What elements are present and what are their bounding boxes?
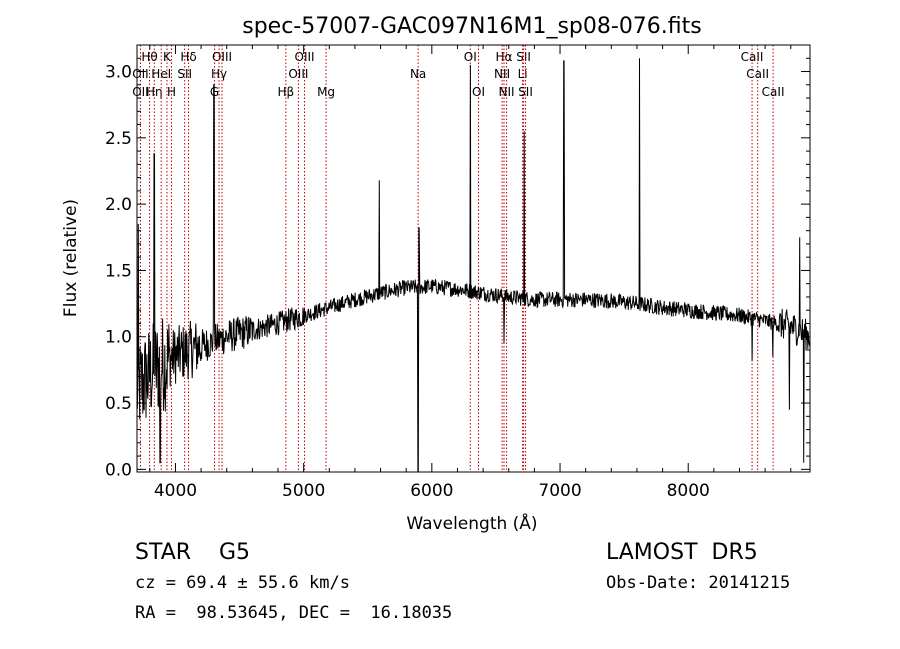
line-marker-label: SII (516, 50, 531, 64)
x-tick-label: 7000 (538, 481, 581, 501)
object-class: STAR G5 (135, 540, 251, 565)
line-marker-label: K (163, 50, 172, 64)
line-marker-label: Hα (496, 50, 513, 64)
y-tick-label: 3.0 (105, 63, 132, 83)
line-marker-label: OIII (212, 50, 232, 64)
x-tick-label: 6000 (410, 481, 453, 501)
line-marker-label: SII (177, 67, 192, 81)
line-marker-label: CaII (762, 85, 785, 99)
redshift-readout: cz = 69.4 ± 55.6 km/s (135, 573, 350, 593)
y-tick-label: 2.5 (105, 129, 132, 149)
line-marker-label: Hγ (211, 67, 227, 81)
line-marker-label: SII (518, 85, 533, 99)
plot-frame (136, 44, 811, 473)
x-tick-label: 5000 (282, 481, 325, 501)
axis-ticks: 4000 5000 6000 7000 8000 0.0 0.5 1.0 1.5 2.0 2.5 3.… (105, 45, 810, 501)
y-tick-label: 1.5 (105, 261, 132, 281)
line-marker-label: OIII (288, 67, 308, 81)
coordinates-readout: RA = 98.53645, DEC = 16.18035 (135, 603, 453, 623)
y-tick-label: 2.0 (105, 195, 132, 215)
line-marker-label: H (167, 85, 176, 99)
y-tick-label: 0.0 (105, 460, 132, 480)
line-marker-label: Na (410, 67, 426, 81)
line-marker-label: HeI (151, 67, 171, 81)
line-marker-label: Mg (317, 85, 335, 99)
line-marker-label: Hθ (141, 50, 157, 64)
line-marker-label: Li (518, 67, 528, 81)
line-marker-label: OI (472, 85, 485, 99)
line-marker-label: CaII (746, 67, 769, 81)
observation-date: Obs-Date: 20141215 (606, 573, 791, 593)
spectrum-line (136, 58, 811, 473)
x-tick-label: 4000 (154, 481, 197, 501)
line-marker-label: CaII (741, 50, 764, 64)
y-tick-label: 0.5 (105, 394, 132, 414)
y-tick-label: 1.0 (105, 328, 132, 348)
line-marker-label: NII (499, 85, 515, 99)
line-marker-label: Hδ (180, 50, 196, 64)
y-axis-label: Flux (relative) (61, 199, 81, 317)
x-axis-label: Wavelength (Å) (406, 512, 537, 534)
survey-name: LAMOST DR5 (606, 540, 758, 565)
chart-title: spec-57007-GAC097N16M1_sp08-076.fits (242, 14, 702, 39)
line-marker-label: OII (132, 85, 149, 99)
line-marker-label: Hβ (277, 85, 294, 99)
line-marker-label: OIII (295, 50, 315, 64)
line-marker-label: OI (464, 50, 477, 64)
line-marker-label: NII (494, 67, 510, 81)
line-marker-label: Hη (146, 85, 163, 99)
x-tick-label: 8000 (667, 481, 710, 501)
